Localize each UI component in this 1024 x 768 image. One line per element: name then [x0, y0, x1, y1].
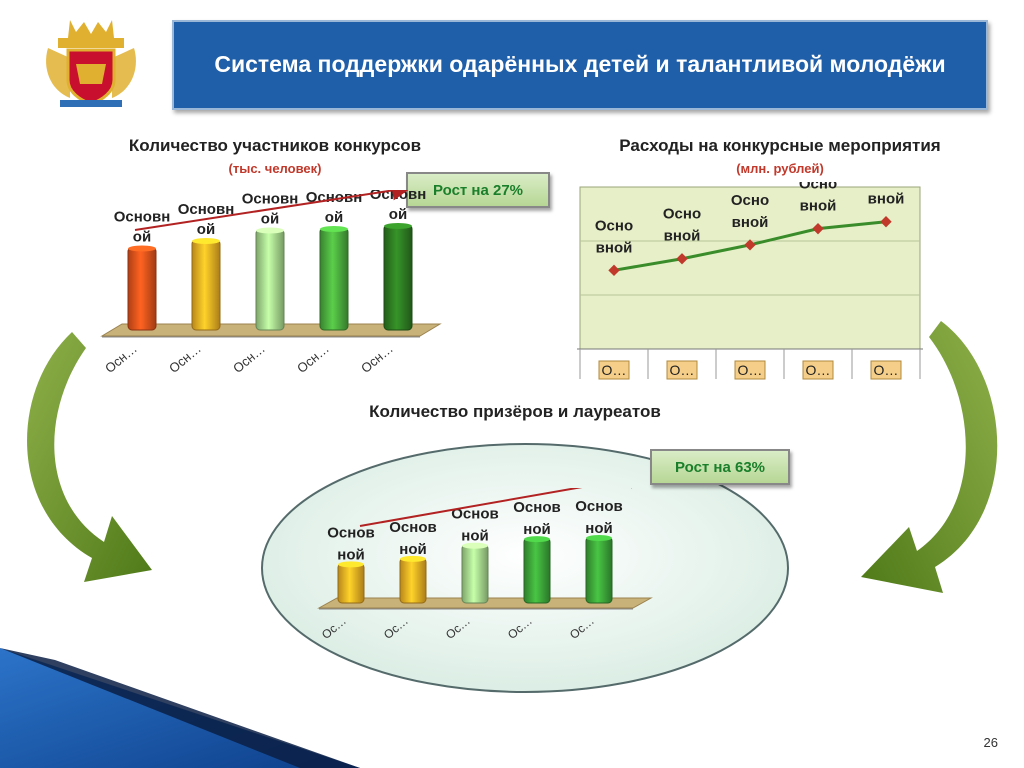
- c1-bar-top-2: [256, 227, 284, 234]
- c2-data-label-2-line-1: вной: [732, 214, 769, 231]
- c1-data-label-2-line-1: ой: [261, 211, 279, 228]
- c1-data-label-1-line-1: ой: [197, 221, 215, 238]
- c3-data-label-4-line-0: Основ: [575, 498, 622, 515]
- c2-data-label-4-line-1: вной: [868, 191, 905, 208]
- c1-bar-top-4: [384, 223, 412, 229]
- c1-data-label-3-line-0: Основн: [306, 190, 363, 206]
- left-cycle-arrow: [27, 332, 152, 582]
- c2-data-label-2-line-0: Осно: [731, 192, 769, 209]
- chart1-participants: Основн ой Осн… Основн ой Осн… Основн ой Осн… Осно…: [100, 190, 442, 376]
- c3-bar-top-1: [400, 555, 426, 562]
- c3-data-label-2-line-0: Основ: [451, 506, 498, 523]
- c1-bar-4: [383, 224, 413, 331]
- c1-bar-top-3: [320, 226, 348, 232]
- c2-tick-label-3: О…: [806, 362, 831, 378]
- c3-bar-top-0: [338, 561, 364, 568]
- slide-title: Система поддержки одарённых детей и тала…: [214, 51, 946, 78]
- c2-data-label-0-line-1: вной: [596, 239, 633, 256]
- c1-tick-label-2: Осн…: [230, 341, 268, 376]
- chart3-title: Количество призёров и лауреатов: [369, 402, 661, 421]
- c2-point-2: [744, 239, 756, 251]
- c1-tick-label-4: Осн…: [358, 341, 396, 376]
- chart3-growth-label: Рост на 63%: [674, 458, 766, 476]
- c1-bar-2: [255, 229, 285, 331]
- c3-tick-label-4: Ос…: [567, 614, 597, 642]
- c3-data-label-0-line-1: ной: [337, 546, 364, 563]
- c3-bar-0: [337, 562, 365, 604]
- c1-data-label-1-line-0: Основн: [178, 201, 235, 218]
- chart1-growth-label: Рост на 27%: [432, 181, 524, 199]
- c3-bar-top-3: [524, 536, 550, 543]
- c2-point-3: [812, 223, 824, 235]
- c3-bar-top-4: [586, 535, 612, 541]
- c3-trend-arrow: [359, 488, 649, 527]
- c2-point-0: [608, 264, 620, 276]
- c3-data-label-3-line-1: ной: [523, 521, 550, 538]
- c2-data-label-1-line-0: Осно: [663, 206, 701, 223]
- c3-bar-1: [399, 557, 427, 604]
- c3-bar-4: [585, 536, 613, 604]
- c2-data-label-0-line-0: Осно: [595, 217, 633, 234]
- c3-data-label-4-line-1: ной: [585, 520, 612, 537]
- c1-bar-3: [319, 227, 349, 331]
- c2-data-label-1-line-1: вной: [664, 228, 701, 245]
- c2-tick-box-0: [598, 360, 630, 380]
- c2-tick-label-0: О…: [602, 362, 627, 378]
- c1-bar-top-0: [128, 245, 156, 252]
- c1-tick-label-0: Осн…: [102, 341, 140, 376]
- c3-tick-label-0: Ос…: [319, 614, 349, 642]
- c2-point-4: [880, 216, 892, 228]
- c1-bar-0: [127, 247, 157, 331]
- c1-trend-arrow: [134, 190, 412, 231]
- chart2-expenses: Осно вной Осно вной Осно вной Осно вной Осно вной…: [577, 182, 923, 380]
- c2-tick-label-2: О…: [738, 362, 763, 378]
- chart1-growth-callout: Рост на 27%: [406, 172, 550, 208]
- c3-tick-label-3: Ос…: [505, 614, 535, 642]
- slide-number: 26: [983, 735, 998, 750]
- c3-data-label-3-line-0: Основ: [513, 499, 560, 516]
- c1-data-label-3-line-1: ой: [325, 209, 343, 226]
- c1-bar-top-1: [192, 238, 220, 244]
- c3-tick-label-2: Ос…: [443, 614, 473, 642]
- c3-data-label-2-line-1: ной: [461, 528, 488, 545]
- c2-tick-box-1: [666, 360, 698, 380]
- c3-bar-top-2: [462, 542, 488, 549]
- chart3-growth-callout: Рост на 63%: [650, 449, 790, 485]
- c2-tick-box-4: [870, 360, 902, 380]
- c1-data-label-2-line-0: Основн: [242, 191, 299, 208]
- c1-data-label-0-line-1: ой: [133, 229, 151, 246]
- c3-data-label-0-line-0: Основ: [327, 524, 374, 541]
- wedge-dark: [0, 648, 360, 768]
- coat-of-arms-icon: [46, 20, 136, 107]
- chart1-title: Количество участников конкурсов: [128, 136, 422, 155]
- c3-data-label-1-line-1: ной: [399, 541, 426, 558]
- c2-tick-box-3: [802, 360, 834, 380]
- chart3-winners: Основ ной Ос… Основ ной Ос… Основ ной Ос… Основ но…: [317, 488, 653, 642]
- chart2-subtitle: (млн. рублей): [736, 161, 824, 176]
- c3-tick-label-1: Ос…: [381, 614, 411, 642]
- c1-tick-label-1: Осн…: [166, 341, 204, 376]
- c3-bar-3: [523, 537, 551, 604]
- c2-data-label-4-line-0: Осно: [867, 182, 905, 186]
- c1-data-label-4-line-1: ой: [389, 206, 407, 223]
- c2-data-label-3-line-0: Осно: [799, 182, 837, 193]
- c3-data-label-1-line-0: Основ: [389, 519, 436, 536]
- c1-tick-label-3: Осн…: [294, 341, 332, 376]
- c3-bar-2: [461, 544, 489, 604]
- chart2-title: Расходы на конкурсные мероприятия: [619, 136, 941, 155]
- chart1-subtitle: (тыс. человек): [228, 161, 322, 176]
- c2-tick-box-2: [734, 360, 766, 380]
- title-box: Система поддержки одарённых детей и тала…: [172, 20, 988, 110]
- right-cycle-arrow: [861, 321, 998, 593]
- c2-plot-area: [579, 186, 921, 350]
- c2-data-label-3-line-1: вной: [800, 198, 837, 215]
- c2-tick-label-4: О…: [874, 362, 899, 378]
- c2-tick-label-1: О…: [670, 362, 695, 378]
- c1-bar-1: [191, 239, 221, 331]
- c1-data-label-0-line-0: Основн: [114, 209, 171, 226]
